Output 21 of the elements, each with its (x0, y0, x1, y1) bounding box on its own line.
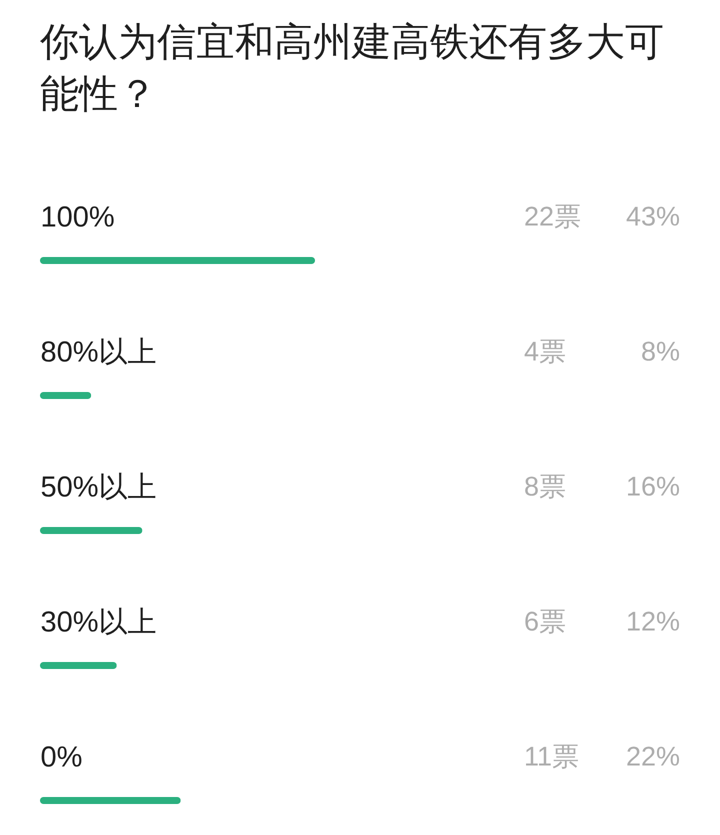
data-label: 16% (626, 472, 680, 502)
y-tick-label: 50%以上 (40, 472, 157, 504)
y-tick-label: 80%以上 (40, 336, 157, 368)
chart-title: 你认为信宜和高州建高铁还有多大可能性？ (39, 21, 664, 116)
data-label: 22% (626, 742, 680, 772)
text: 4票 (524, 336, 566, 366)
text: 6票 (524, 606, 566, 636)
bar (40, 662, 117, 669)
bar (40, 392, 92, 399)
bar (40, 257, 315, 264)
text: 22票 (524, 202, 582, 232)
y-tick-label: 100% (40, 202, 115, 234)
text: 8票 (524, 472, 566, 502)
bar (40, 797, 181, 804)
data-label: 8% (640, 336, 680, 366)
y-tick-label: 30%以上 (40, 606, 157, 638)
text: 11票 (524, 742, 580, 772)
y-tick-label: 0% (40, 742, 82, 774)
data-label: 12% (626, 606, 680, 636)
data-label: 43% (626, 202, 680, 232)
bar (40, 527, 142, 534)
